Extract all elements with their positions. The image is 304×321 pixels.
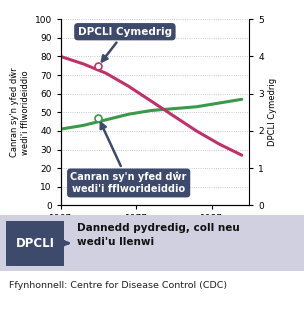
Text: DPCLI Cymedrig: DPCLI Cymedrig — [78, 27, 172, 61]
Text: Canran sy'n yfed dŵr
wedi'i fflworideiddio: Canran sy'n yfed dŵr wedi'i fflworideidd… — [71, 123, 187, 194]
Text: DPCLI: DPCLI — [16, 237, 54, 250]
FancyBboxPatch shape — [0, 215, 304, 271]
FancyBboxPatch shape — [6, 221, 64, 266]
Text: Ffynhonnell: Centre for Disease Control (CDC): Ffynhonnell: Centre for Disease Control … — [9, 281, 227, 290]
Y-axis label: DPCLI Cymedrig: DPCLI Cymedrig — [268, 78, 277, 146]
Text: Dannedd pydredig, coll neu
wedi'u llenwi: Dannedd pydredig, coll neu wedi'u llenwi — [77, 223, 239, 247]
Y-axis label: Canran sy'n yfed dŵr
wedi'i fflworideiddio: Canran sy'n yfed dŵr wedi'i fflworideidd… — [9, 67, 30, 157]
X-axis label: Blwyddyn: Blwyddyn — [125, 229, 185, 239]
